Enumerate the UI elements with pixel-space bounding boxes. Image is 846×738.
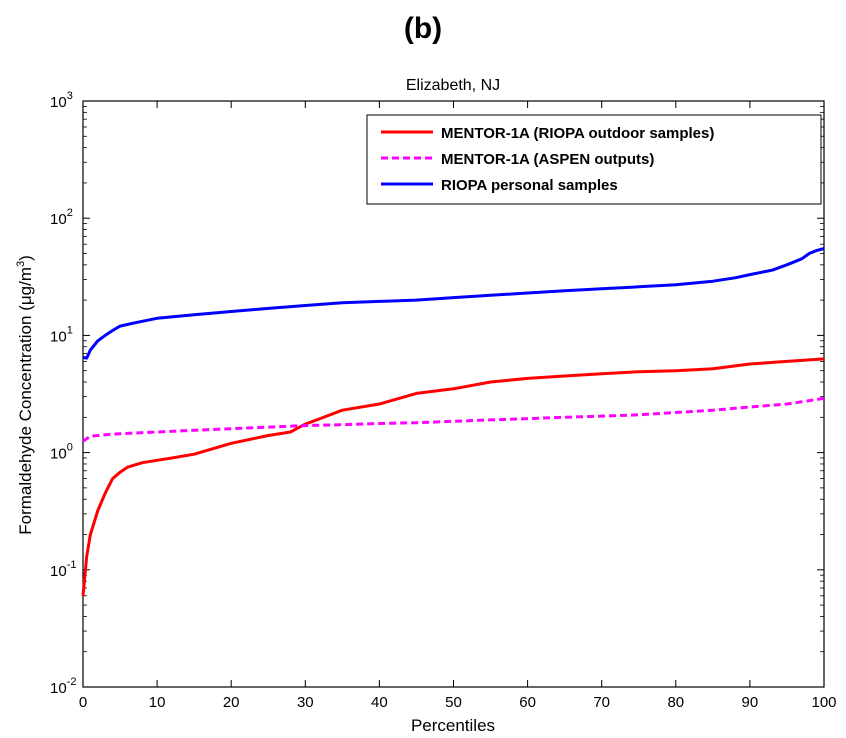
legend-box [366, 114, 822, 205]
x-tick-label: 90 [742, 694, 759, 711]
series-line-2 [82, 396, 825, 443]
x-tick-label: 20 [223, 694, 240, 711]
legend-label-3: RIOPA personal samples [441, 177, 618, 194]
series-layer [81, 247, 825, 596]
chart-title: Elizabeth, NJ [406, 77, 500, 94]
y-tick-label: 10-2 [50, 676, 76, 697]
y-tick-label: 10-1 [50, 559, 76, 580]
legend-label-1: MENTOR-1A (RIOPA outdoor samples) [441, 125, 714, 142]
legend-label-2: MENTOR-1A (ASPEN outputs) [441, 151, 654, 168]
x-tick-label: 100 [811, 694, 836, 711]
y-tick-label: 100 [50, 442, 73, 463]
x-tick-label: 50 [445, 694, 462, 711]
y-axis-label: Formaldehyde Concentration (μg/m3) [15, 255, 35, 535]
x-axis-label: Percentiles [411, 716, 495, 735]
x-tick-label: 30 [297, 694, 314, 711]
axis-ticks: 0 10 20 30 40 50 60 70 80 90 100 10-2 10-1 100 101 102 1… [50, 90, 837, 711]
x-tick-label: 10 [149, 694, 166, 711]
y-axis-label-superscript: 3 [15, 261, 27, 267]
legend: MENTOR-1A (RIOPA outdoor samples) MENTOR-… [366, 114, 822, 205]
x-tick-label: 40 [371, 694, 388, 711]
series-line-1 [81, 357, 825, 596]
panel-label: (b) [403, 12, 443, 45]
x-tick-label: 60 [519, 694, 536, 711]
x-tick-label: 70 [593, 694, 610, 711]
y-tick-label: 102 [50, 207, 73, 228]
series-line-3 [82, 247, 825, 360]
y-axis-label-text: Formaldehyde Concentration (μg/m [16, 267, 35, 535]
x-tick-label: 0 [79, 694, 87, 711]
y-axis-label-close: ) [16, 255, 35, 261]
x-tick-label: 80 [667, 694, 684, 711]
y-tick-label: 103 [50, 90, 73, 111]
y-tick-label: 101 [50, 324, 73, 345]
